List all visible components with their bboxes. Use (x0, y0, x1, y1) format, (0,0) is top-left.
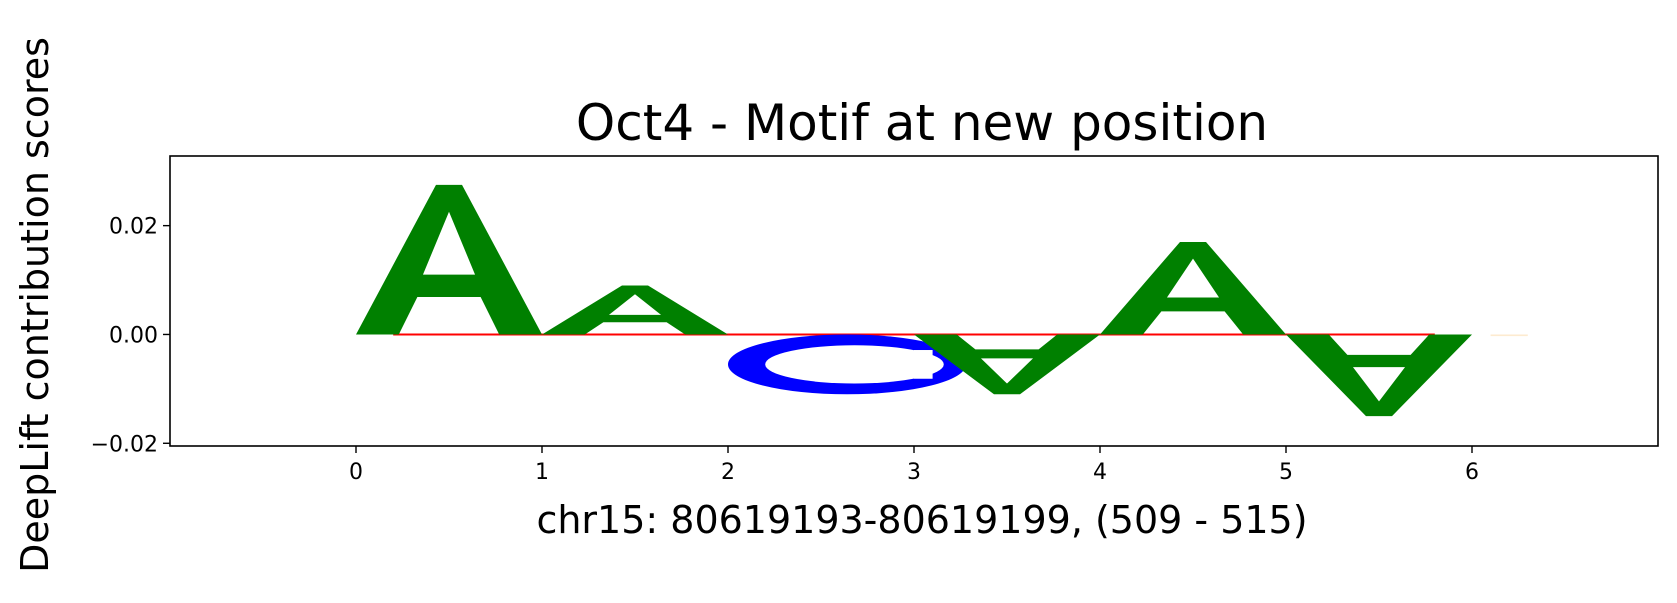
logo-letter-a-5 (1286, 334, 1472, 417)
plot-area: 0 1 2 3 4 5 6 −0.02 0.00 0.02 (91, 155, 1659, 485)
x-tick-label-1: 1 (535, 460, 549, 485)
x-tick-label-4: 4 (1093, 460, 1107, 485)
logo-letter-a-3 (914, 334, 1100, 395)
logo-letter-c-2 (728, 334, 967, 395)
logo-letter-a-4 (1100, 241, 1286, 335)
y-axis-label: DeepLift contribution scores (13, 37, 57, 573)
logo-letter-a-1 (542, 285, 728, 335)
x-axis-label: chr15: 80619193-80619199, (509 - 515) (536, 498, 1307, 542)
y-tick-label-0: −0.02 (91, 432, 158, 457)
logo-letter-g-6 (1490, 334, 1528, 337)
x-tick-label-0: 0 (349, 460, 363, 485)
x-tick-label-3: 3 (907, 460, 921, 485)
x-tick-label-5: 5 (1279, 460, 1293, 485)
logo-letter-a-0 (356, 184, 542, 335)
y-tick-label-1: 0.00 (109, 323, 158, 348)
x-tick-label-6: 6 (1465, 460, 1479, 485)
x-tick-label-2: 2 (721, 460, 735, 485)
y-tick-label-2: 0.02 (109, 215, 158, 240)
chart-title: Oct4 - Motif at new position (576, 94, 1268, 152)
